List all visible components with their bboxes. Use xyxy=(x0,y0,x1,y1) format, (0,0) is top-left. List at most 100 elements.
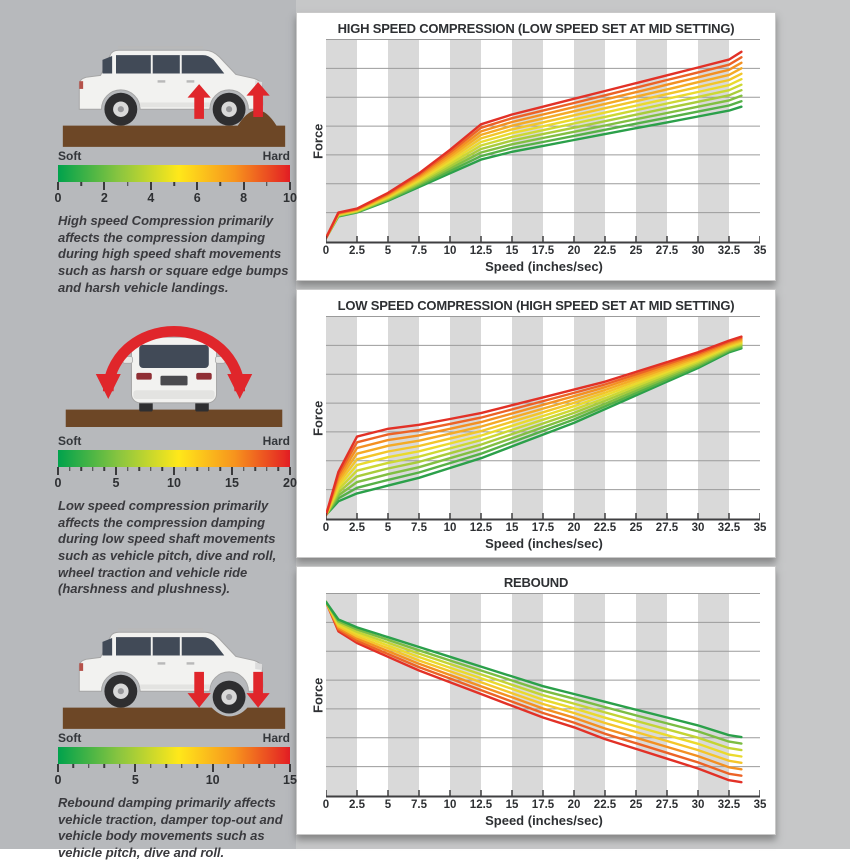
suv-side-view xyxy=(78,628,265,714)
vehicle-illustration-pothole xyxy=(58,608,290,729)
ground-with-pothole xyxy=(62,707,286,729)
scale-number: 6 xyxy=(193,191,201,205)
x-tick-label: 0 xyxy=(322,799,330,811)
x-tick-label: 27.5 xyxy=(655,522,679,534)
x-axis-label: Speed (inches/sec) xyxy=(485,536,603,551)
x-tick-label: 5 xyxy=(384,245,392,257)
chart-title: HIGH SPEED COMPRESSION (LOW SPEED SET AT… xyxy=(337,21,735,36)
x-tick-label: 32.5 xyxy=(717,522,741,534)
soft-hard-gradient-bar xyxy=(58,165,290,182)
soft-hard-gradient-bar xyxy=(58,450,290,468)
scale-number: 0 xyxy=(54,191,62,205)
chart-title: REBOUND xyxy=(503,575,569,590)
soft-hard-gradient-bar xyxy=(58,746,290,764)
chart-canvas xyxy=(324,316,761,521)
x-tick-label: 12.5 xyxy=(469,522,493,534)
scale-number: 5 xyxy=(131,772,139,787)
chart-plot-area xyxy=(324,39,761,244)
x-tick-label: 10 xyxy=(443,522,457,534)
hard-label: Hard xyxy=(262,434,290,449)
x-axis-ticks: 0 2.5 5 7.5 10 12.5 15 17.5 20 22.5 25 27.5 30 32.5 35 xyxy=(322,521,767,536)
x-axis-ticks: 0 2.5 5 7.5 10 12.5 15 17.5 20 22.5 25 27.5 30 32.5 35 xyxy=(323,244,767,259)
scale-number: 0 xyxy=(54,476,62,491)
ground-with-bump xyxy=(62,110,286,147)
x-tick-label: 7.5 xyxy=(411,245,427,257)
x-tick-label: 7.5 xyxy=(411,522,427,534)
x-tick-label: 5 xyxy=(384,799,392,811)
charts-panel: HIGH SPEED COMPRESSION (LOW SPEED SET AT… xyxy=(296,0,850,849)
x-tick-label: 2.5 xyxy=(349,799,365,811)
scale-number: 5 xyxy=(112,476,120,491)
x-tick-label: 32.5 xyxy=(717,245,741,257)
description-low-speed-compression: Low speed compression primarily affects … xyxy=(58,498,277,597)
x-tick-label: 35 xyxy=(753,245,767,257)
x-axis-label: Speed (inches/sec) xyxy=(485,813,603,828)
scale-number: 2 xyxy=(100,191,108,205)
chart-plot-area xyxy=(324,316,761,521)
x-tick-label: 20 xyxy=(567,245,581,257)
x-tick-label: 15 xyxy=(505,799,519,811)
stiffness-scale-low-speed: Soft Hard 0 5 10 15 20 xyxy=(54,434,297,491)
soft-label: Soft xyxy=(58,434,82,449)
stiffness-scale-rebound: Soft Hard 0 5 10 15 xyxy=(54,730,297,787)
chart-card-high-speed-compression: HIGH SPEED COMPRESSION (LOW SPEED SET AT… xyxy=(296,12,776,281)
x-tick-label: 35 xyxy=(753,522,767,534)
suv-rear-view xyxy=(122,336,226,412)
scale-number: 8 xyxy=(240,191,248,205)
scale-numbers: 0 2 4 6 8 10 xyxy=(54,191,297,205)
info-block-high-speed-compression: Soft Hard 0 2 4 6 8 10 High speed Compression… xyxy=(54,26,297,296)
x-tick-label: 35 xyxy=(753,799,767,811)
x-tick-label: 17.5 xyxy=(531,245,555,257)
scale-number: 10 xyxy=(205,772,220,787)
x-tick-label: 30 xyxy=(691,522,705,534)
chart-title: LOW SPEED COMPRESSION (HIGH SPEED SET AT… xyxy=(337,298,735,313)
x-tick-label: 20 xyxy=(567,799,581,811)
x-tick-label: 27.5 xyxy=(655,245,679,257)
x-tick-label: 15 xyxy=(505,522,519,534)
x-tick-label: 22.5 xyxy=(593,245,617,257)
scale-number: 15 xyxy=(225,476,239,491)
scale-numbers: 0 5 10 15 xyxy=(54,772,297,787)
y-axis-label: Force xyxy=(310,400,326,437)
x-tick-label: 0 xyxy=(322,522,330,534)
x-tick-label: 25 xyxy=(629,245,643,257)
scale-number: 10 xyxy=(283,191,297,205)
stiffness-scale-high-speed: Soft Hard 0 2 4 6 8 10 xyxy=(54,149,297,205)
x-tick-label: 10 xyxy=(443,799,457,811)
scale-number: 0 xyxy=(54,772,62,787)
x-tick-label: 10 xyxy=(443,245,457,257)
scale-ticks xyxy=(57,467,291,476)
chart-canvas xyxy=(324,39,761,244)
scale-number: 10 xyxy=(167,476,181,491)
x-tick-label: 2.5 xyxy=(349,522,365,534)
x-tick-label: 30 xyxy=(691,245,705,257)
x-tick-label: 17.5 xyxy=(531,799,555,811)
y-axis-label: Force xyxy=(310,677,326,714)
x-tick-label: 2.5 xyxy=(349,245,365,257)
description-rebound: Rebound damping primarily affects vehicl… xyxy=(58,794,283,860)
x-tick-label: 30 xyxy=(691,799,705,811)
soft-label: Soft xyxy=(58,730,82,745)
hard-label: Hard xyxy=(262,730,290,745)
vehicle-illustration-square-edge-bump xyxy=(58,26,290,147)
roll-arrow-icon xyxy=(95,326,253,400)
x-tick-label: 12.5 xyxy=(469,245,493,257)
scale-numbers: 0 5 10 15 20 xyxy=(54,476,297,491)
up-arrow-icon xyxy=(187,82,270,119)
hard-label: Hard xyxy=(262,149,290,163)
x-tick-label: 5 xyxy=(384,522,392,534)
x-axis-label: Speed (inches/sec) xyxy=(485,259,603,274)
x-tick-label: 25 xyxy=(629,799,643,811)
info-block-rebound: Soft Hard 0 5 10 15 Rebound damping primari… xyxy=(54,608,297,861)
x-tick-label: 27.5 xyxy=(655,799,679,811)
chart-card-low-speed-compression: LOW SPEED COMPRESSION (HIGH SPEED SET AT… xyxy=(296,289,776,558)
x-tick-label: 32.5 xyxy=(717,799,741,811)
x-tick-label: 22.5 xyxy=(593,799,617,811)
scale-number: 4 xyxy=(147,191,155,205)
chart-plot-area xyxy=(324,593,761,798)
x-tick-label: 20 xyxy=(567,522,581,534)
description-high-speed-compression: High speed Compression primarily affects… xyxy=(58,213,289,295)
scale-ticks xyxy=(57,182,291,190)
down-arrow-icon xyxy=(187,671,270,708)
